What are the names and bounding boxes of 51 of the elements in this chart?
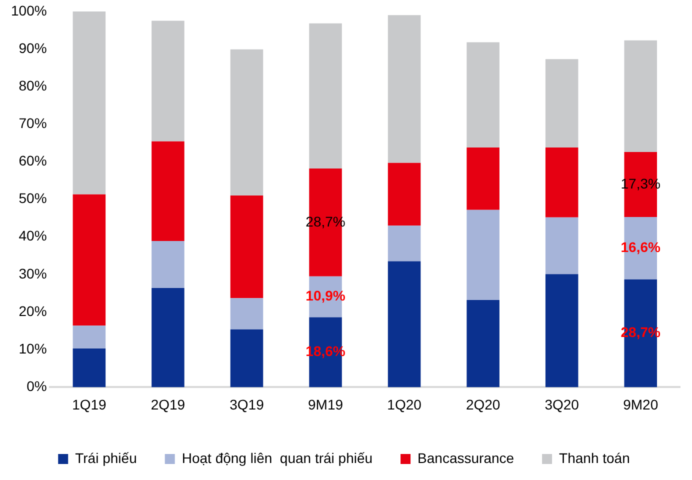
x-tick-label: 3Q20 xyxy=(544,396,580,412)
x-tick-label: 1Q20 xyxy=(387,396,422,412)
bar xyxy=(545,59,578,148)
bar xyxy=(152,241,184,288)
y-tick-label: 90% xyxy=(18,40,47,56)
bar xyxy=(388,226,421,262)
bar xyxy=(388,15,421,163)
bar xyxy=(388,162,421,226)
x-tick-label: 1Q19 xyxy=(72,396,107,412)
x-tick-label: 9M19 xyxy=(308,396,344,412)
bar xyxy=(466,210,500,300)
bar xyxy=(466,147,500,210)
legend-label: Hoạt động liên quan trái phiếu xyxy=(182,450,373,466)
x-tick-label: 2Q19 xyxy=(150,396,186,412)
y-tick-label: 30% xyxy=(18,265,47,282)
bar xyxy=(230,329,264,388)
y-tick-label: 0% xyxy=(26,378,47,394)
bar xyxy=(545,217,578,274)
y-tick-label: 40% xyxy=(18,228,47,244)
bar xyxy=(545,274,578,388)
bar xyxy=(230,298,264,330)
bar xyxy=(152,288,184,388)
legend-label: Trái phiếu xyxy=(75,450,137,466)
bar xyxy=(230,49,264,196)
data-label: 10,9% xyxy=(306,288,346,304)
y-tick-label: 10% xyxy=(18,340,47,356)
y-tick-label: 100% xyxy=(10,2,47,18)
bar xyxy=(152,20,184,142)
bar xyxy=(624,40,657,152)
bar xyxy=(309,23,342,168)
bar xyxy=(545,147,578,218)
bar xyxy=(466,42,500,148)
legend-label: Bancassurance xyxy=(418,450,514,466)
bar xyxy=(466,300,500,388)
data-label: 16,6% xyxy=(620,239,662,256)
bar xyxy=(72,11,106,194)
y-tick-label: 80% xyxy=(18,77,47,94)
bar xyxy=(72,194,106,326)
bar xyxy=(72,326,106,348)
y-tick-label: 70% xyxy=(18,115,47,131)
x-tick-label: 9M20 xyxy=(623,396,658,412)
bar xyxy=(388,261,421,388)
bar xyxy=(230,196,264,298)
bar xyxy=(152,141,184,242)
x-tick-label: 3Q19 xyxy=(230,396,264,412)
y-tick-label: 20% xyxy=(18,302,47,319)
bar xyxy=(72,348,106,388)
y-tick-label: 60% xyxy=(18,152,47,169)
legend-label: Thanh toán xyxy=(559,450,630,466)
x-tick-label: 2Q20 xyxy=(466,396,500,412)
y-tick-label: 50% xyxy=(18,190,47,206)
